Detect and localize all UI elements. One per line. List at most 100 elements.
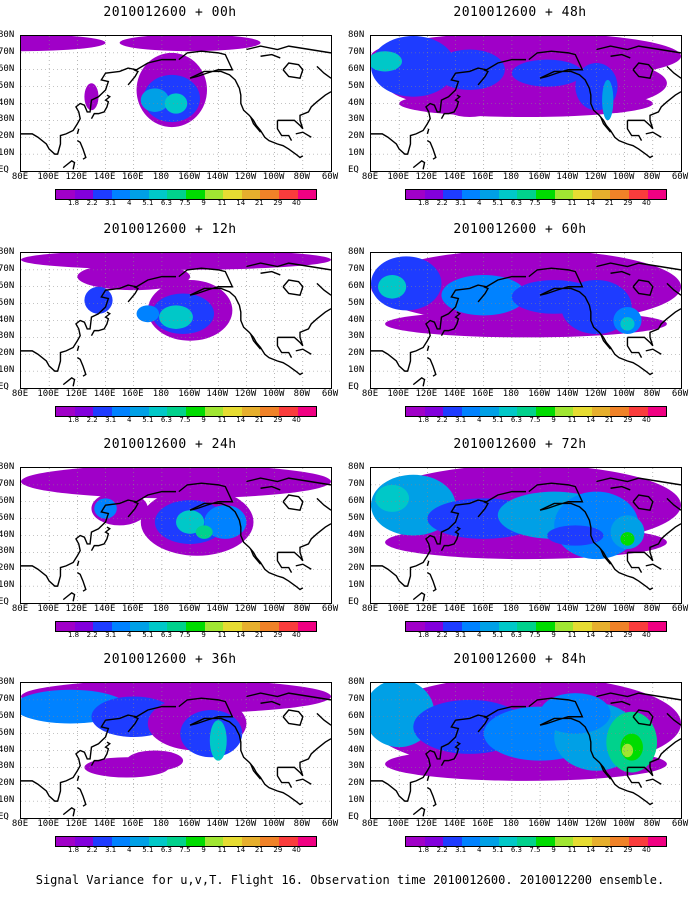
- colorbar-swatch: [517, 190, 537, 199]
- shaded-region: [602, 79, 614, 121]
- coastline: [277, 308, 331, 347]
- coastline: [127, 501, 139, 518]
- lon-tick-label: 100E: [37, 389, 60, 399]
- coastline: [610, 485, 631, 491]
- colorbar-swatch: [111, 407, 131, 416]
- colorbar-swatch: [480, 407, 499, 416]
- colorbar-tick-label: 4: [127, 846, 132, 854]
- colorbar-swatch: [480, 190, 499, 199]
- colorbar-tick-label: 2.2: [86, 846, 98, 854]
- coastline: [528, 697, 654, 806]
- lon-tick-label: 120W: [234, 819, 257, 829]
- colorbar-tick-label: 9: [201, 416, 206, 424]
- colorbar-tick-label: 4: [477, 846, 482, 854]
- lat-tick-label: 60N: [348, 495, 365, 506]
- coastline: [412, 377, 426, 387]
- coastline: [610, 53, 631, 59]
- colorbar-tick-label: 40: [291, 199, 301, 207]
- lon-tick-label: 120W: [234, 604, 257, 614]
- lon-tick-label: 60W: [321, 389, 339, 399]
- shaded-region: [375, 484, 410, 512]
- lon-tick-label: 60W: [321, 172, 339, 182]
- coastline: [632, 709, 654, 726]
- colorbar-swatch: [167, 622, 187, 631]
- lon-tick-label: 120W: [584, 819, 607, 829]
- map-canvas: [21, 253, 331, 388]
- colorbar-swatch: [406, 622, 425, 631]
- colorbar-swatch: [297, 837, 317, 846]
- colorbar-swatch: [406, 837, 425, 846]
- colorbar-tick-label: 3.1: [455, 416, 467, 424]
- lon-tick-label: 100W: [612, 172, 635, 182]
- coastline: [528, 267, 654, 376]
- colorbar-swatch: [148, 407, 168, 416]
- colorbar-tick-label: 9: [201, 199, 206, 207]
- lon-tick-label: 160E: [121, 172, 144, 182]
- coastline: [645, 778, 662, 785]
- coastline: [412, 592, 426, 602]
- colorbar-swatch: [93, 190, 112, 199]
- colorbar-swatch: [536, 837, 555, 846]
- lon-tick-label: 80E: [361, 389, 379, 399]
- colorbar-tick-label: 6.3: [160, 416, 172, 424]
- coastline: [440, 741, 461, 767]
- lon-tick-label: 160E: [471, 819, 494, 829]
- map-panel: 2010012600 + 12h 80N 70N 60N 50N 40N 30N 20N 10N…: [0, 222, 340, 432]
- coastline: [426, 128, 430, 135]
- lat-tick-label: 20N: [348, 131, 365, 142]
- coastline: [426, 560, 430, 567]
- coastline: [666, 497, 681, 511]
- lat-tick-label: 80N: [0, 247, 15, 257]
- lon-tick-label: 180: [152, 819, 170, 829]
- lon-tick-label: 160E: [121, 819, 144, 829]
- colorbar-tick-label: 9: [551, 416, 556, 424]
- lat-tick-label: 10N: [0, 148, 15, 159]
- colorbar-swatch: [186, 837, 205, 846]
- lon-tick-label: 160W: [528, 604, 550, 614]
- coastline: [610, 270, 631, 276]
- coastline: [282, 709, 304, 726]
- colorbar-tick-label: 6.3: [510, 199, 522, 207]
- lat-tick-label: 10N: [348, 148, 365, 159]
- colorbar-swatch: [647, 190, 667, 199]
- lon-tick-label: 180: [152, 172, 170, 182]
- lon-tick-label: 100E: [37, 604, 60, 614]
- shaded-region: [21, 468, 331, 499]
- lat-tick-label: 30N: [348, 546, 365, 557]
- colorbar-swatch: [130, 407, 149, 416]
- colorbar-tick-label: 40: [641, 416, 651, 424]
- colorbar-tick-label: 14: [586, 631, 596, 639]
- lon-tick-label: 120E: [415, 172, 438, 182]
- colorbar-tick-label: 11: [567, 631, 577, 639]
- coastline: [427, 140, 437, 160]
- coastline: [371, 58, 526, 155]
- colorbar-tick-label: 29: [623, 631, 633, 639]
- colorbar-swatch: [186, 622, 205, 631]
- lon-tick-label: 140W: [206, 172, 229, 182]
- coastline: [316, 65, 331, 79]
- colorbar-tick-label: 29: [623, 846, 633, 854]
- colorbar-labels: 1.8 2.2 3.1 4 5.1 6.3 7.5 9 11 14 21 29 40: [55, 846, 315, 856]
- colorbar-tick-label: 3.1: [105, 631, 117, 639]
- coastline: [316, 282, 331, 296]
- colorbar-tick-label: 3.1: [105, 416, 117, 424]
- colorbar-tick-label: 7.5: [179, 631, 191, 639]
- map-panel: 2010012600 + 72h 80N 70N 60N 50N 40N 30N 20N 10N…: [348, 437, 690, 647]
- colorbar-tick-label: 21: [604, 416, 614, 424]
- lon-tick-label: 140E: [443, 819, 466, 829]
- coastline: [600, 763, 612, 780]
- coastline: [62, 377, 76, 387]
- colorbar-tick-label: 5.1: [492, 846, 504, 854]
- colorbar-swatch: [498, 837, 518, 846]
- coastline: [246, 262, 331, 271]
- colorbar-swatch: [167, 407, 187, 416]
- lat-tick-label: 60N: [0, 63, 15, 74]
- map-frame: [20, 682, 332, 819]
- lat-tick-label: 70N: [0, 46, 15, 57]
- lon-tick-label: 80W: [293, 172, 310, 182]
- colorbar-swatch: [56, 407, 75, 416]
- colorbar-swatch: [260, 837, 279, 846]
- coastline: [477, 716, 489, 733]
- map-canvas: [21, 36, 331, 171]
- map-panel: 2010012600 + 60h 80N 70N 60N 50N 40N 30N 20N 10N…: [348, 222, 690, 432]
